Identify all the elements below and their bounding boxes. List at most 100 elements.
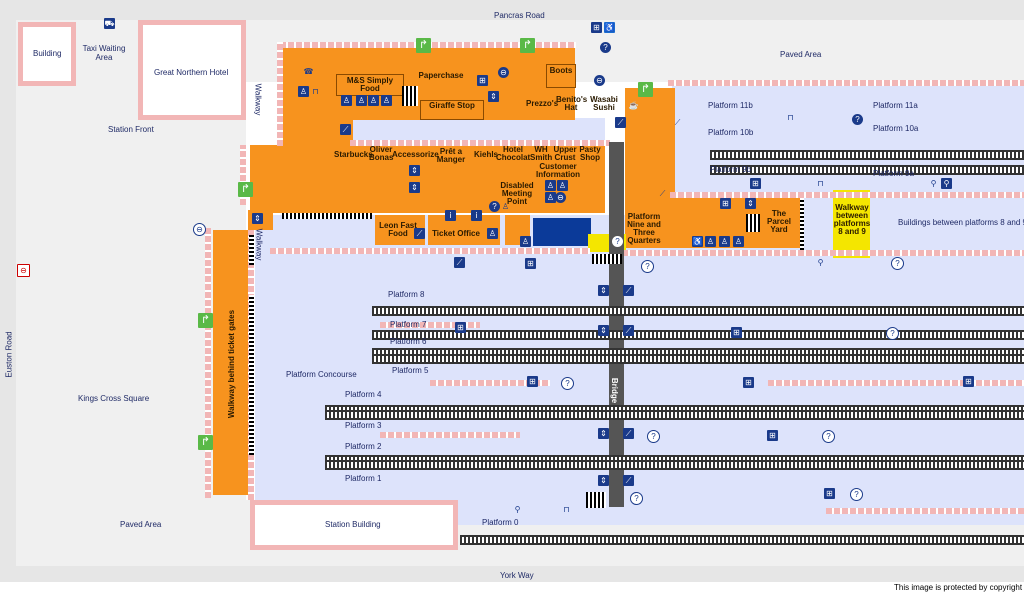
- shop-parcel-yard[interactable]: The Parcel Yard: [766, 209, 792, 234]
- platform-11b[interactable]: Platform 11b: [708, 101, 753, 110]
- platform-9b[interactable]: Platform 9b: [710, 165, 751, 174]
- exit-icon[interactable]: ↱: [520, 38, 535, 53]
- underground-icon: ⊖: [555, 192, 566, 203]
- trolley-icon: ⊞: [720, 198, 731, 209]
- platform-1[interactable]: Platform 1: [345, 474, 382, 483]
- platform-8[interactable]: Platform 8: [388, 290, 425, 299]
- platform-9a[interactable]: Platform 9a: [873, 169, 914, 178]
- trolley-icon: ⊞: [477, 75, 488, 86]
- gates-walkway-8-9: [800, 198, 804, 250]
- lift-icon: ⇕: [409, 165, 420, 176]
- shop-paperchase[interactable]: Paperchase: [418, 71, 464, 80]
- lift-icon: ⇕: [488, 91, 499, 102]
- exit-icon[interactable]: ↱: [198, 313, 213, 328]
- lift-icon: ⇕: [598, 475, 609, 486]
- shop-boots[interactable]: Boots: [546, 64, 576, 88]
- platform-11a[interactable]: Platform 11a: [873, 101, 918, 110]
- info-icon: ?: [489, 201, 500, 212]
- track-11: [710, 150, 1024, 160]
- info-icon: ?: [852, 114, 863, 125]
- lift-icon: ⇕: [409, 182, 420, 193]
- track-9b: [710, 165, 1024, 175]
- kings-cross-square-label: Kings Cross Square: [78, 394, 150, 403]
- platform-6[interactable]: Platform 6: [390, 337, 427, 346]
- customer-information-label: Customer Information: [536, 162, 580, 179]
- paved-area-bottom-label: Paved Area: [120, 520, 162, 529]
- platform-0[interactable]: Platform 0: [482, 518, 519, 527]
- fence-p7: [380, 322, 480, 328]
- platform-2[interactable]: Platform 2: [345, 442, 382, 451]
- station-front-label: Station Front: [108, 125, 154, 134]
- exit-icon[interactable]: ↱: [238, 182, 253, 197]
- escalator-icon: ⟋: [674, 118, 681, 127]
- trolley-icon: ⊓: [817, 179, 824, 188]
- stairs-bridge-bottom: [586, 492, 606, 508]
- bridge[interactable]: [609, 142, 624, 507]
- info-icon: ?: [822, 430, 835, 443]
- concourse-vertical: [213, 230, 248, 495]
- info-icon: ?: [886, 327, 899, 340]
- shop-upper-crust[interactable]: Upper Crust: [553, 145, 577, 162]
- shop-giraffe-stop[interactable]: Giraffe Stop: [420, 100, 484, 120]
- exit-icon[interactable]: ↱: [198, 435, 213, 450]
- shop-starbucks[interactable]: Starbucks: [334, 150, 373, 159]
- shop-pasty-shop[interactable]: Pasty Shop: [579, 145, 601, 162]
- hatch-main-bottom: [270, 248, 590, 254]
- shop-wasabi-sushi[interactable]: Wasabi Sushi: [590, 95, 618, 112]
- copyright-notice: This image is protected by copyright: [894, 583, 1023, 592]
- cycle-icon: ⚲: [817, 258, 824, 267]
- shop-ms-simply-food[interactable]: M&S Simply Food: [336, 74, 404, 96]
- underground-icon: ⊖: [594, 75, 605, 86]
- shop-wh-smith[interactable]: WH Smith: [530, 145, 553, 162]
- trolley-icon: ⊞: [591, 22, 602, 33]
- shop-prezzos[interactable]: Prezzo's: [526, 99, 559, 108]
- trolley-icon: ⊓: [312, 87, 319, 96]
- lift-icon: ⇕: [745, 198, 756, 209]
- walkway-behind-gates-label: Walkway behind ticket gates: [227, 309, 236, 419]
- toilet-icon: ♙: [487, 228, 498, 239]
- toilet-icon: ♙: [705, 236, 716, 247]
- platform-10a[interactable]: Platform 10a: [873, 124, 919, 133]
- pancras-road-label: Pancras Road: [494, 11, 545, 20]
- taxi-icon: ⛟: [104, 18, 115, 29]
- shop-benitos-hat[interactable]: Benito's Hat: [556, 95, 588, 112]
- shop-accessorize[interactable]: Accessorize: [392, 150, 439, 159]
- walkway-side-label: Walkway: [254, 228, 264, 261]
- paved-area-top-label: Paved Area: [780, 50, 822, 59]
- lift-icon: ⇕: [598, 325, 609, 336]
- escalator-icon: ⟋: [615, 117, 626, 128]
- hatch-vertical-left: [205, 228, 211, 498]
- hatch-left-edge: [277, 42, 283, 146]
- platform-10b[interactable]: Platform 10b: [708, 128, 754, 137]
- platform-3[interactable]: Platform 3: [345, 421, 382, 430]
- platform-concourse-label: Platform Concourse: [286, 370, 357, 379]
- lift-icon: ⇕: [252, 213, 263, 224]
- exit-icon[interactable]: ↱: [638, 82, 653, 97]
- escalator-icon: ⟋: [414, 228, 425, 239]
- platform-7[interactable]: Platform 7: [390, 320, 427, 329]
- track-5: [372, 354, 1024, 364]
- toilet-icon: ♙: [341, 95, 352, 106]
- toilet-icon: ♙: [356, 95, 367, 106]
- cycle-icon: ⚲: [941, 178, 952, 189]
- euston-road: [0, 20, 16, 566]
- station-building-label: Station Building: [325, 520, 381, 529]
- buildings-8-9-label: Buildings between platforms 8 and 9: [898, 218, 1024, 227]
- bridge-label: Bridge: [610, 377, 620, 404]
- platform-4[interactable]: Platform 4: [345, 390, 382, 399]
- shop-pret-a-manger[interactable]: Prêt a Manger: [436, 147, 466, 164]
- toilet-icon: ♙: [501, 202, 510, 211]
- ticket-office-label[interactable]: Ticket Office: [432, 229, 480, 238]
- shop-kiehls[interactable]: Kiehls: [474, 150, 499, 159]
- exit-icon[interactable]: ↱: [416, 38, 431, 53]
- fence-p5: [430, 380, 550, 386]
- shop-leon-fast-food[interactable]: Leon Fast Food: [379, 221, 417, 238]
- gates-vertical-upper: [249, 235, 254, 265]
- shop-oliver-bonas[interactable]: Oliver Bonas: [369, 145, 394, 162]
- shop-hotel-chocolat[interactable]: Hotel Chocolat: [496, 145, 531, 162]
- escalator-icon: ⟋: [454, 257, 465, 268]
- toilet-icon: ♙: [545, 180, 556, 191]
- concourse-top: [283, 45, 575, 120]
- platform-nine-three-quarters-label[interactable]: Platform Nine and Three Quarters: [627, 212, 661, 245]
- platform-5[interactable]: Platform 5: [392, 366, 429, 375]
